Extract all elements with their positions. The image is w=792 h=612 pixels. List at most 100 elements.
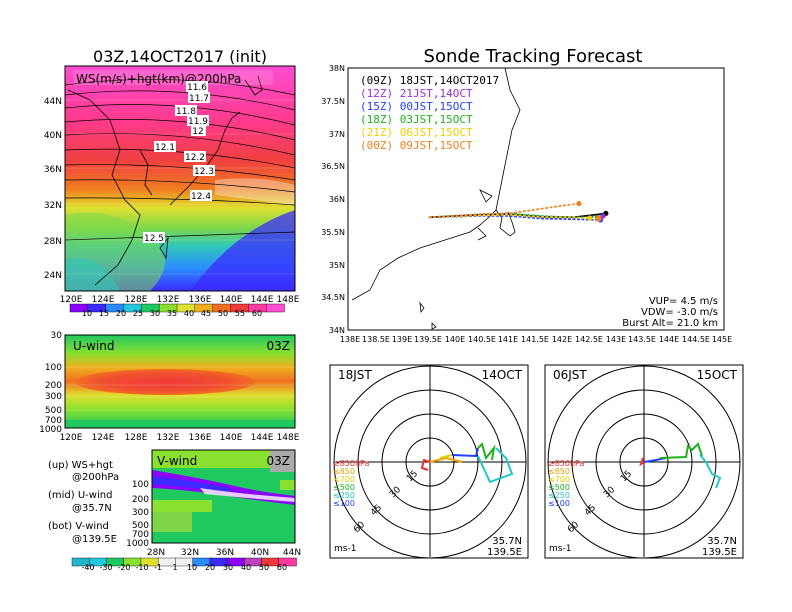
vdw-label: VDW= -3.0 m/s bbox=[641, 307, 718, 318]
legend-entry: (18Z) 03JST,15OCT bbox=[360, 113, 473, 126]
track-panel: (09Z) 18JST,14OCT2017 (12Z) 21JST,14OCT … bbox=[321, 64, 732, 344]
pressure-legend-item: ≤250 bbox=[333, 491, 355, 500]
pressure-legend-item: ≤250 bbox=[548, 491, 570, 500]
vwind-x-tick: 32N bbox=[181, 548, 199, 558]
vwind-y-tick: 200 bbox=[132, 495, 149, 505]
track-x-ticks: 138E 138.5E 139E 139.5E 140E 140.5E 141E… bbox=[340, 335, 732, 344]
uwind-x-tick: 136E bbox=[189, 433, 212, 443]
legend-entry: (12Z) 21JST,14OCT bbox=[360, 87, 473, 100]
uwind-x-ticks: 120E 124E 128E 132E 136E 140E 144E 148E bbox=[60, 433, 300, 443]
pressure-legend-item: ≥850hPa bbox=[333, 459, 370, 468]
colorbar-swatch bbox=[265, 303, 285, 313]
colorbar-tick: 45 bbox=[201, 309, 211, 318]
uwind-label: U-wind bbox=[73, 339, 114, 353]
map-y-tick: 44N bbox=[44, 97, 62, 107]
note-up-level: @200hPa bbox=[72, 472, 119, 483]
vwind-y-tick: 500 bbox=[132, 521, 149, 531]
vwind-y-tick: 700 bbox=[132, 530, 149, 540]
track-params: VUP= 4.5 m/s VDW= -3.0 m/s Burst Alt= 21… bbox=[622, 296, 718, 329]
vwind-colorbar bbox=[71, 557, 297, 567]
pressure-legend-item: ≤100 bbox=[548, 499, 570, 508]
pressure-legend-item: ≤500 bbox=[548, 483, 570, 492]
polar-left-lat: 35.7N bbox=[492, 536, 522, 547]
uwind-y-tick: 500 bbox=[45, 406, 62, 416]
track-x-tick: 141.5E bbox=[521, 335, 549, 344]
track-x-tick: 139.5E bbox=[414, 335, 442, 344]
colorbar-tick: 15 bbox=[99, 309, 109, 318]
track-x-tick: 143.5E bbox=[628, 335, 656, 344]
polar-left-rings bbox=[333, 365, 527, 559]
vwind-x-tick: 36N bbox=[216, 548, 234, 558]
note-bot-lon: @139.5E bbox=[72, 534, 117, 545]
polar-right-rings bbox=[547, 365, 741, 559]
track-y-tick: 35N bbox=[329, 261, 345, 270]
track-x-tick: 142.5E bbox=[575, 335, 603, 344]
uwind-x-tick: 140E bbox=[220, 433, 243, 443]
polar-right-hodograph bbox=[639, 442, 722, 489]
vwind-y-tick: 1000 bbox=[126, 539, 149, 549]
colorbar-tick: 10 bbox=[82, 309, 92, 318]
uwind-x-tick: 148E bbox=[277, 433, 300, 443]
polar-left-time: 18JST bbox=[338, 368, 372, 382]
contour-label: 11.9 bbox=[188, 117, 208, 127]
track-coastline bbox=[351, 68, 521, 330]
wind-height-map: WS(m/s)+hgt(km)@200hPa 11.6 11.7 11.8 11… bbox=[44, 65, 300, 318]
track-x-tick: 144E bbox=[659, 335, 679, 344]
track-x-tick: 139E bbox=[392, 335, 412, 344]
vwind-label: V-wind bbox=[157, 454, 197, 468]
colorbar-tick: 60 bbox=[277, 563, 287, 572]
colorbar-tick: 50 bbox=[259, 563, 269, 572]
map-x-tick: 124E bbox=[92, 295, 115, 305]
forecast-title: Sonde Tracking Forecast bbox=[424, 46, 643, 67]
uwind-x-tick: 128E bbox=[125, 433, 148, 443]
colorbar-tick: 35 bbox=[167, 309, 177, 318]
track-frame bbox=[347, 67, 725, 331]
polar-left-units: ms-1 bbox=[334, 544, 356, 554]
map-x-tick: 140E bbox=[220, 295, 243, 305]
track-x-tick: 140E bbox=[445, 335, 465, 344]
track-y-tick: 34N bbox=[329, 326, 345, 335]
note-bot: (bot) V-wind bbox=[48, 521, 109, 532]
init-title: 03Z,14OCT2017 (init) bbox=[93, 47, 267, 66]
colorbar-tick: 30 bbox=[150, 309, 160, 318]
colorbar-tick: 10 bbox=[187, 563, 197, 572]
vwind-colorbar-ticks: -40 -30 -20 -10 -1 1 10 20 30 40 50 60 bbox=[81, 563, 287, 572]
track-x-tick: 138.5E bbox=[362, 335, 390, 344]
colorbar-tick: 50 bbox=[218, 309, 228, 318]
pressure-legend-item: ≤850 bbox=[333, 467, 355, 476]
polar-right-time: 06JST bbox=[553, 368, 587, 382]
track-x-tick: 142E bbox=[552, 335, 572, 344]
colorbar-tick: 55 bbox=[235, 309, 245, 318]
polar-right-lat: 35.7N bbox=[707, 536, 737, 547]
contour-label: 11.7 bbox=[189, 94, 209, 104]
map-y-tick: 24N bbox=[44, 271, 62, 281]
track-x-tick: 143E bbox=[606, 335, 626, 344]
uwind-panel: U-wind 03Z 30 100 200 300 500 700 1000 1… bbox=[39, 331, 300, 443]
colorbar-tick: 20 bbox=[205, 563, 215, 572]
track-x-tick: 145E bbox=[712, 335, 732, 344]
contour-label: 12.2 bbox=[185, 153, 205, 163]
vwind-x-tick: 28N bbox=[147, 548, 165, 558]
map-x-tick: 144E bbox=[251, 295, 274, 305]
uwind-y-tick: 700 bbox=[45, 416, 62, 426]
note-up: (up) WS+hgt bbox=[48, 460, 113, 471]
colorbar-tick: -20 bbox=[117, 563, 130, 572]
colorbar-tick: -1 bbox=[154, 563, 162, 572]
colorbar-tick: -10 bbox=[135, 563, 148, 572]
vup-label: VUP= 4.5 m/s bbox=[649, 296, 718, 307]
note-mid: (mid) U-wind bbox=[48, 490, 112, 501]
map-y-tick: 36N bbox=[44, 165, 62, 175]
colorbar-tick: 40 bbox=[184, 309, 194, 318]
panel-notes: (up) WS+hgt @200hPa (mid) U-wind @35.7N … bbox=[48, 460, 119, 545]
polar-right-units: ms-1 bbox=[549, 544, 571, 554]
pressure-legend: ≥850hPa ≤850 ≤700 ≤500 ≤250 ≤100 bbox=[333, 459, 370, 508]
legend-entry: (09Z) 18JST,14OCT2017 bbox=[360, 74, 499, 87]
polar-left-panel: 18JST 14OCT 15 30 45 60 ≥850hPa ≤850 ≤70… bbox=[329, 364, 529, 559]
colorbar-tick: -30 bbox=[99, 563, 112, 572]
polar-right-lon: 139.5E bbox=[702, 547, 737, 558]
uwind-y-tick: 200 bbox=[45, 381, 62, 391]
map-y-ticks: 44N 40N 36N 32N 28N 24N bbox=[44, 97, 62, 281]
polar-left-date: 14OCT bbox=[482, 368, 523, 382]
landing-point bbox=[587, 215, 593, 221]
